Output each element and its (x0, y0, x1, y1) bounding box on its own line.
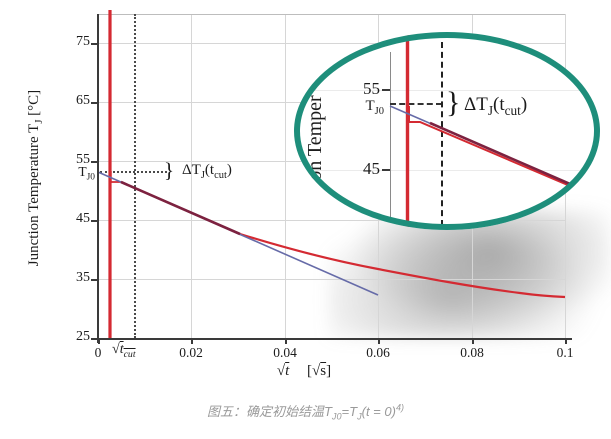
x-tick-label: 0.04 (273, 345, 297, 360)
tcut-var: t (119, 342, 124, 357)
caption-paren: (t = 0) (361, 404, 396, 419)
y-tick-label: 75 (76, 34, 90, 49)
delta-s1: J (200, 170, 205, 181)
tj0-sub: J0 (374, 106, 384, 117)
delta-p1: ΔT (182, 162, 201, 178)
delta-p2: (t (204, 162, 215, 178)
tj0-sub: J0 (86, 172, 95, 183)
inset-delta-tj-label: ΔTJ(tcut) (464, 94, 527, 119)
x-title-unit-close: ] (326, 363, 332, 379)
tj0-base: T (78, 164, 87, 179)
x-axis-title: √t [√s] (224, 363, 384, 380)
y-tick-label: 25 (76, 329, 90, 344)
inset-y-tick-label: 45 (363, 159, 380, 178)
inset-gridline-55 (302, 90, 594, 91)
x-tick (378, 338, 380, 344)
x-tick (285, 338, 287, 344)
inset-tcut-dashed-vertical (441, 42, 443, 226)
x-title-unit-open: [√ (307, 363, 321, 379)
y-title-sub: J (34, 119, 45, 124)
delta-p3: ) (226, 162, 232, 178)
x-tick (472, 338, 474, 344)
y-tick-label: 55 (76, 152, 90, 167)
delta-p3: ) (520, 94, 528, 115)
x-tick-label: 0 (94, 345, 102, 360)
delta-s2: cut (504, 102, 521, 118)
x-tick-label: 0.06 (366, 345, 390, 360)
delta-p1: ΔT (464, 94, 488, 115)
red-cooling-curve (120, 180, 566, 299)
radical-sign: √ (276, 363, 286, 379)
tj0-dashed-horizontal-line (100, 171, 167, 173)
caption-s1: J0 (331, 411, 342, 422)
y-tick-label: 65 (76, 93, 90, 108)
inset-y-tick (382, 89, 390, 91)
brace-glyph: } (164, 158, 175, 182)
inset-overlap-maroon (429, 121, 571, 186)
caption-text: 图五：确定初始结温 (206, 404, 324, 419)
tj0-label: TJ0 (55, 164, 95, 183)
caption-footnote-ref: 4) (395, 402, 405, 413)
y-tick (91, 220, 98, 222)
caption-t1: T (323, 404, 332, 419)
inset-y-tick-label: 55 (363, 79, 380, 98)
y-axis-title: Junction Temperature TJ [°C] (26, 28, 46, 328)
x-title-unit-var: s (320, 363, 327, 379)
x-tick (98, 338, 100, 344)
y-tick-label: 35 (76, 270, 90, 285)
tcut-axis-label: √tcut (112, 342, 136, 360)
y-tick (91, 279, 98, 281)
inset-zoom-region: on Temper 55 45 TJ0 } ΔTJ(tcut) (294, 32, 600, 230)
tcut-dashed-vertical-line (134, 14, 136, 338)
x-tick (191, 338, 193, 344)
x-axis-line (94, 338, 572, 340)
x-tick (565, 338, 567, 344)
y-title-prefix: Junction Temperature T (26, 123, 42, 267)
delta-s2: cut (214, 170, 227, 181)
delta-p2: (t (493, 94, 505, 115)
tj0-base: T (365, 98, 375, 114)
inset-tj0-label: TJ0 (344, 98, 384, 117)
ellipse-drop-shadow (328, 210, 610, 338)
overlap-maroon-segment (120, 180, 241, 236)
inset-curves (389, 32, 571, 230)
inset-y-axis-line (390, 52, 391, 218)
figure-caption: 图五：确定初始结温TJ0=TJ(t = 0)4) (0, 401, 611, 422)
inset-tj0-dashed-horizontal (390, 103, 442, 105)
x-tick-label: 0.08 (460, 345, 484, 360)
radical-sign: √ (112, 342, 120, 357)
y-tick-label: 45 (76, 211, 90, 226)
y-tick (91, 338, 98, 340)
caption-t2: T (349, 404, 358, 419)
red-elbow (109, 171, 121, 183)
gridline-x-004 (285, 14, 286, 338)
y-tick (91, 161, 98, 163)
brace-glyph: } (446, 86, 461, 119)
gridline-x-002 (191, 14, 192, 338)
gridline-y-45 (98, 220, 565, 221)
tcut-sub: cut (123, 348, 136, 360)
y-axis-line (97, 14, 99, 343)
caption-s2: J (357, 411, 362, 422)
x-tick-label: 0.1 (556, 345, 574, 360)
gridline-y-35 (98, 279, 565, 280)
delta-s1: J (487, 102, 494, 118)
x-title-var: t (285, 363, 290, 379)
y-tick (91, 102, 98, 104)
y-tick (91, 43, 98, 45)
delta-tj-label: ΔTJ(tcut) (182, 162, 232, 181)
y-title-suffix: [°C] (26, 89, 42, 120)
caption-eq: = (341, 404, 350, 419)
x-tick-label: 0.02 (179, 345, 203, 360)
inset-gridline-45 (302, 170, 594, 171)
plot-top-frame (98, 14, 565, 15)
inset-y-tick (382, 169, 390, 171)
gridline-y-75 (98, 43, 565, 44)
